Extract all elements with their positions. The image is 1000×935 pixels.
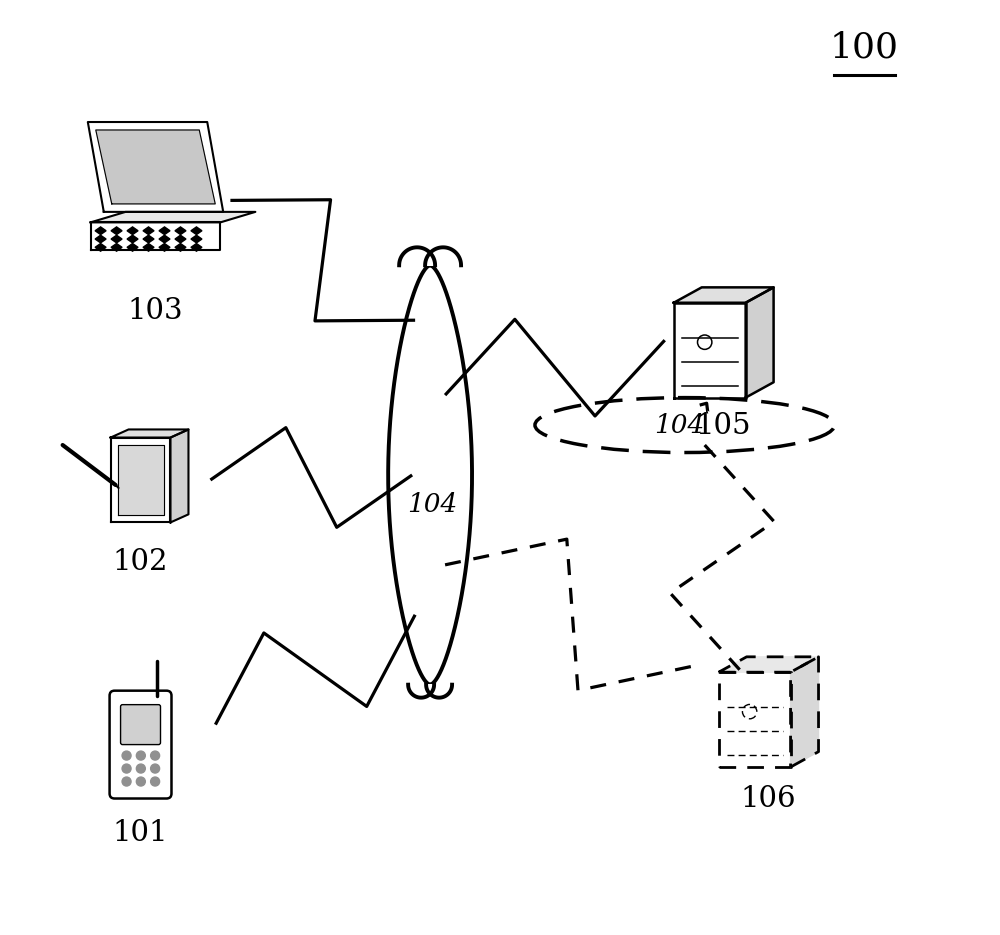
- Polygon shape: [175, 243, 186, 252]
- Polygon shape: [674, 303, 746, 397]
- Polygon shape: [111, 236, 122, 243]
- Circle shape: [122, 764, 131, 773]
- Polygon shape: [127, 236, 138, 243]
- Text: 101: 101: [113, 819, 168, 847]
- Polygon shape: [159, 243, 170, 252]
- Text: 105: 105: [696, 412, 751, 440]
- Polygon shape: [143, 243, 154, 252]
- Circle shape: [151, 777, 160, 786]
- Text: 104: 104: [407, 493, 457, 517]
- Circle shape: [151, 751, 160, 760]
- Polygon shape: [91, 212, 255, 223]
- Text: 100: 100: [830, 31, 899, 65]
- Polygon shape: [175, 227, 186, 235]
- Polygon shape: [118, 444, 164, 515]
- Circle shape: [136, 751, 145, 760]
- Polygon shape: [111, 227, 122, 235]
- Polygon shape: [95, 243, 106, 252]
- Circle shape: [122, 751, 131, 760]
- Text: 104: 104: [655, 412, 705, 438]
- Polygon shape: [170, 429, 188, 523]
- Polygon shape: [388, 266, 472, 684]
- Circle shape: [151, 764, 160, 773]
- Polygon shape: [127, 243, 138, 252]
- Polygon shape: [408, 684, 434, 698]
- Polygon shape: [96, 130, 215, 204]
- Polygon shape: [719, 656, 819, 672]
- Polygon shape: [159, 236, 170, 243]
- Polygon shape: [175, 236, 186, 243]
- Polygon shape: [111, 243, 122, 252]
- Text: 103: 103: [128, 297, 183, 325]
- Polygon shape: [399, 248, 435, 266]
- Polygon shape: [127, 227, 138, 235]
- Text: 106: 106: [741, 784, 796, 813]
- Circle shape: [122, 777, 131, 786]
- Polygon shape: [143, 236, 154, 243]
- Polygon shape: [88, 122, 223, 212]
- Polygon shape: [111, 429, 188, 438]
- Polygon shape: [191, 243, 202, 252]
- Circle shape: [136, 764, 145, 773]
- Polygon shape: [791, 656, 819, 767]
- Polygon shape: [746, 287, 774, 397]
- Polygon shape: [95, 227, 106, 235]
- Polygon shape: [425, 248, 461, 266]
- Polygon shape: [111, 438, 170, 523]
- Polygon shape: [191, 236, 202, 243]
- Polygon shape: [674, 287, 774, 303]
- Polygon shape: [91, 223, 220, 251]
- Polygon shape: [426, 684, 452, 698]
- FancyBboxPatch shape: [121, 705, 161, 744]
- Polygon shape: [719, 672, 791, 767]
- Polygon shape: [191, 227, 202, 235]
- Polygon shape: [95, 236, 106, 243]
- Circle shape: [136, 777, 145, 786]
- Polygon shape: [159, 227, 170, 235]
- Polygon shape: [143, 227, 154, 235]
- FancyBboxPatch shape: [110, 691, 171, 798]
- Text: 102: 102: [113, 548, 168, 576]
